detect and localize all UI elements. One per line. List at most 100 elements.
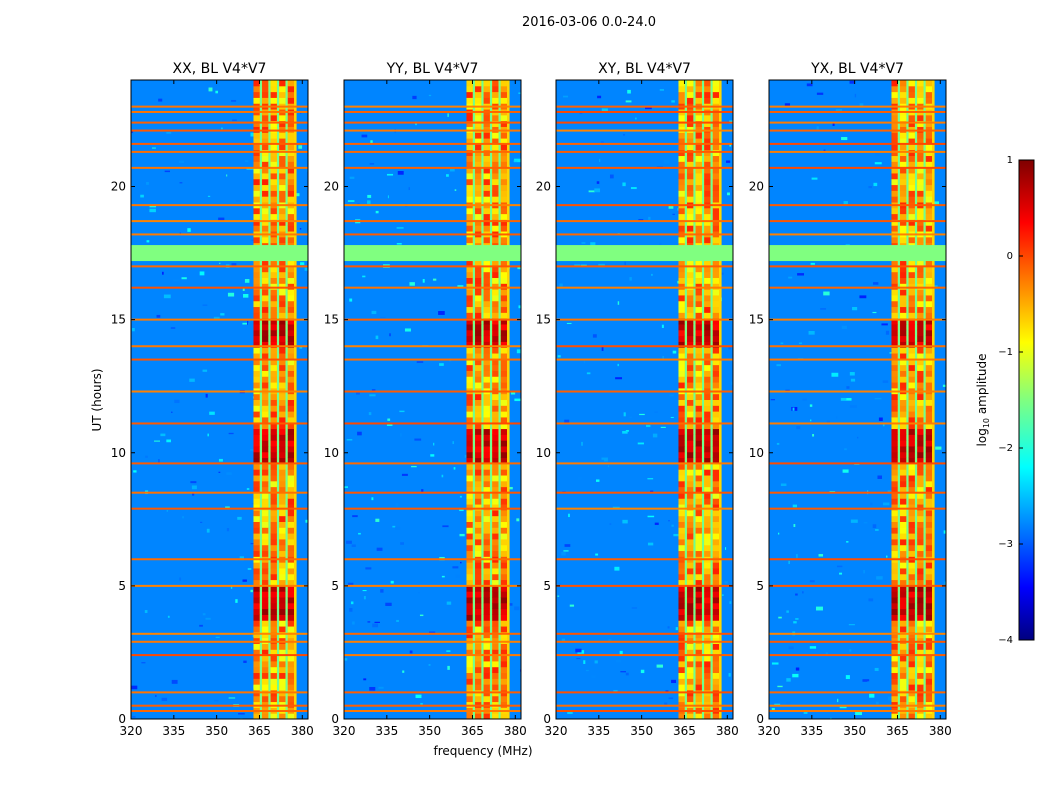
band-cell bbox=[475, 161, 482, 168]
heatmap-noise-cell bbox=[724, 547, 727, 550]
heatmap-noise-cell bbox=[627, 89, 631, 94]
band-cell bbox=[287, 382, 295, 389]
band-cell bbox=[492, 713, 499, 719]
band-cell bbox=[466, 318, 473, 325]
heatmap-noise-cell bbox=[374, 621, 380, 623]
band-cell bbox=[695, 393, 702, 400]
band-cell bbox=[270, 132, 277, 139]
band-cell bbox=[908, 573, 915, 581]
band-cell bbox=[475, 80, 482, 87]
band-cell bbox=[287, 492, 295, 499]
heatmap-noise-cell bbox=[230, 585, 233, 589]
heatmap-noise-cell bbox=[672, 350, 677, 354]
band-cell bbox=[500, 428, 508, 435]
band-cell bbox=[891, 445, 898, 453]
heatmap-noise-cell bbox=[306, 168, 308, 172]
band-cell bbox=[500, 649, 508, 656]
heatmap-noise-cell bbox=[615, 659, 621, 663]
band-cell bbox=[483, 405, 490, 412]
band-cell bbox=[917, 399, 924, 406]
band-cell bbox=[917, 213, 924, 220]
band-cell bbox=[262, 196, 269, 203]
heatmap-noise-cell bbox=[231, 99, 237, 102]
band-cell bbox=[475, 167, 482, 174]
heatmap-noise-cell bbox=[579, 111, 583, 115]
band-cell bbox=[678, 138, 685, 145]
band-cell bbox=[262, 294, 269, 302]
band-cell bbox=[287, 469, 295, 476]
heatmap-noise-cell bbox=[647, 515, 655, 518]
band-cell bbox=[900, 306, 907, 313]
band-cell bbox=[270, 538, 277, 546]
band-cell bbox=[287, 631, 295, 639]
band-cell bbox=[917, 335, 924, 342]
band-cell bbox=[287, 620, 295, 627]
band-cell bbox=[287, 277, 295, 284]
band-cell bbox=[687, 225, 694, 232]
band-cell bbox=[704, 597, 711, 604]
band-cell bbox=[712, 521, 720, 528]
band-cell bbox=[917, 364, 924, 371]
rfi-line bbox=[131, 507, 308, 510]
band-cell bbox=[925, 422, 933, 430]
heatmap-noise-cell bbox=[219, 262, 221, 265]
band-cell bbox=[891, 358, 898, 366]
band-cell bbox=[270, 695, 277, 703]
band-cell bbox=[712, 475, 720, 482]
band-cell bbox=[279, 323, 286, 331]
band-cell bbox=[891, 172, 898, 180]
band-cell bbox=[712, 480, 720, 488]
band-cell bbox=[253, 608, 260, 615]
band-cell bbox=[695, 504, 702, 511]
band-cell bbox=[500, 492, 508, 499]
rfi-line bbox=[344, 286, 521, 289]
band-cell bbox=[687, 509, 694, 517]
heatmap-noise-cell bbox=[371, 310, 377, 315]
y-tick-label: 0 bbox=[331, 712, 339, 726]
band-cell bbox=[279, 300, 286, 308]
band-cell bbox=[687, 562, 694, 569]
band-cell bbox=[500, 416, 508, 424]
heatmap-noise-cell bbox=[594, 660, 598, 664]
band-cell bbox=[483, 161, 490, 168]
band-cell bbox=[678, 469, 685, 476]
heatmap-noise-cell bbox=[865, 352, 872, 354]
band-cell bbox=[917, 91, 924, 98]
heatmap-noise-cell bbox=[617, 363, 620, 367]
band-cell bbox=[891, 411, 898, 418]
band-cell bbox=[891, 289, 898, 296]
band-cell bbox=[500, 440, 508, 447]
heatmap-noise-cell bbox=[671, 524, 674, 527]
heatmap-noise-cell bbox=[299, 112, 302, 115]
rfi-line bbox=[769, 584, 946, 587]
band-cell bbox=[891, 672, 898, 679]
band-cell bbox=[678, 521, 685, 528]
band-cell bbox=[687, 602, 694, 610]
heatmap-noise-cell bbox=[386, 424, 393, 426]
band-cell bbox=[687, 504, 694, 511]
band-cell bbox=[925, 213, 933, 220]
band-cell bbox=[678, 190, 685, 197]
band-cell bbox=[500, 225, 508, 232]
band-cell bbox=[900, 451, 907, 459]
band-cell bbox=[270, 225, 277, 232]
band-cell bbox=[287, 376, 295, 383]
band-cell bbox=[908, 591, 915, 598]
band-cell bbox=[678, 219, 685, 226]
band-cell bbox=[695, 225, 702, 232]
band-cell bbox=[678, 527, 685, 534]
band-cell bbox=[287, 289, 295, 296]
band-cell bbox=[270, 312, 277, 319]
band-cell bbox=[492, 544, 499, 552]
band-cell bbox=[925, 521, 933, 528]
heatmap-noise-cell bbox=[802, 591, 804, 594]
band-cell bbox=[900, 597, 907, 604]
band-cell bbox=[712, 486, 720, 493]
heatmap-noise-cell bbox=[513, 160, 518, 162]
heatmap-noise-cell bbox=[601, 108, 608, 113]
band-cell bbox=[483, 91, 490, 98]
band-cell bbox=[908, 643, 915, 650]
band-cell bbox=[891, 114, 898, 122]
band-cell bbox=[925, 184, 933, 191]
band-cell bbox=[704, 614, 711, 621]
